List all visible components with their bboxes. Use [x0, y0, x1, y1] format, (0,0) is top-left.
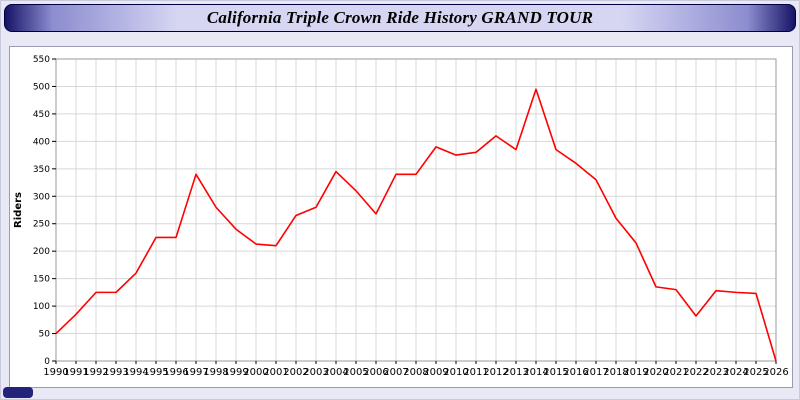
x-tick-label: 2013	[503, 367, 528, 378]
x-tick-label: 2011	[463, 367, 488, 378]
x-tick-label: 2004	[323, 367, 348, 378]
x-tick-label: 2012	[483, 367, 508, 378]
ride-history-line-chart: 0501001502002503003504004505005501990199…	[13, 55, 789, 378]
x-tick-label: 1994	[123, 367, 148, 378]
y-tick-label: 450	[33, 110, 50, 120]
x-tick-label: 2000	[243, 367, 268, 378]
x-tick-label: 2022	[683, 367, 708, 378]
y-tick-label: 250	[33, 220, 50, 230]
x-tick-label: 1990	[43, 367, 68, 378]
x-tick-label: 2026	[763, 367, 788, 378]
x-tick-label: 2010	[443, 367, 468, 378]
y-tick-label: 200	[33, 247, 50, 257]
x-tick-label: 2002	[283, 367, 308, 378]
x-tick-label: 2023	[703, 367, 728, 378]
x-tick-label: 2001	[263, 367, 288, 378]
x-tick-label: 2025	[743, 367, 768, 378]
x-tick-label: 1999	[223, 367, 248, 378]
y-tick-label: 550	[33, 55, 50, 65]
y-tick-label: 150	[33, 275, 50, 285]
x-tick-label: 1997	[183, 367, 208, 378]
y-tick-label: 350	[33, 165, 50, 175]
x-tick-label: 2024	[723, 367, 748, 378]
ride-history-line	[55, 88, 777, 362]
chart-panel: 0 50 100 150 200 250 300 350 400 450 500 550 1990 199…	[9, 46, 793, 388]
x-tick-label: 2003	[303, 367, 328, 378]
x-tick-label: 2021	[663, 367, 688, 378]
x-tick-label: 1992	[83, 367, 108, 378]
x-tick-label: 2008	[403, 367, 428, 378]
x-tick-label: 2019	[623, 367, 648, 378]
x-tick-label: 2020	[643, 367, 668, 378]
y-tick-label: 400	[33, 137, 50, 147]
x-tick-label: 2018	[603, 367, 628, 378]
y-tick-label: 50	[39, 330, 51, 340]
x-tick-label: 2009	[423, 367, 448, 378]
x-tick-label: 2015	[543, 367, 568, 378]
title-bar: California Triple Crown Ride History GRA…	[4, 4, 796, 32]
x-tick-label: 1996	[163, 367, 188, 378]
y-tick-label: 500	[33, 82, 50, 92]
x-tick-label: 2005	[343, 367, 368, 378]
x-tick-label: 2007	[383, 367, 408, 378]
corner-tab	[3, 387, 33, 398]
x-tick-label: 1993	[103, 367, 128, 378]
x-tick-label: 2017	[583, 367, 608, 378]
y-tick-label: 300	[33, 192, 50, 202]
y-tick-label: 100	[33, 302, 50, 312]
x-tick-label: 1998	[203, 367, 228, 378]
x-tick-label: 1991	[63, 367, 88, 378]
x-tick-label: 1995	[143, 367, 168, 378]
y-axis-label: Riders	[13, 192, 24, 228]
x-tick-label: 2006	[363, 367, 388, 378]
x-tick-label: 2016	[563, 367, 588, 378]
y-tick-label: 0	[44, 357, 50, 367]
x-tick-label: 2014	[523, 367, 548, 378]
page-title: California Triple Crown Ride History GRA…	[206, 8, 594, 27]
